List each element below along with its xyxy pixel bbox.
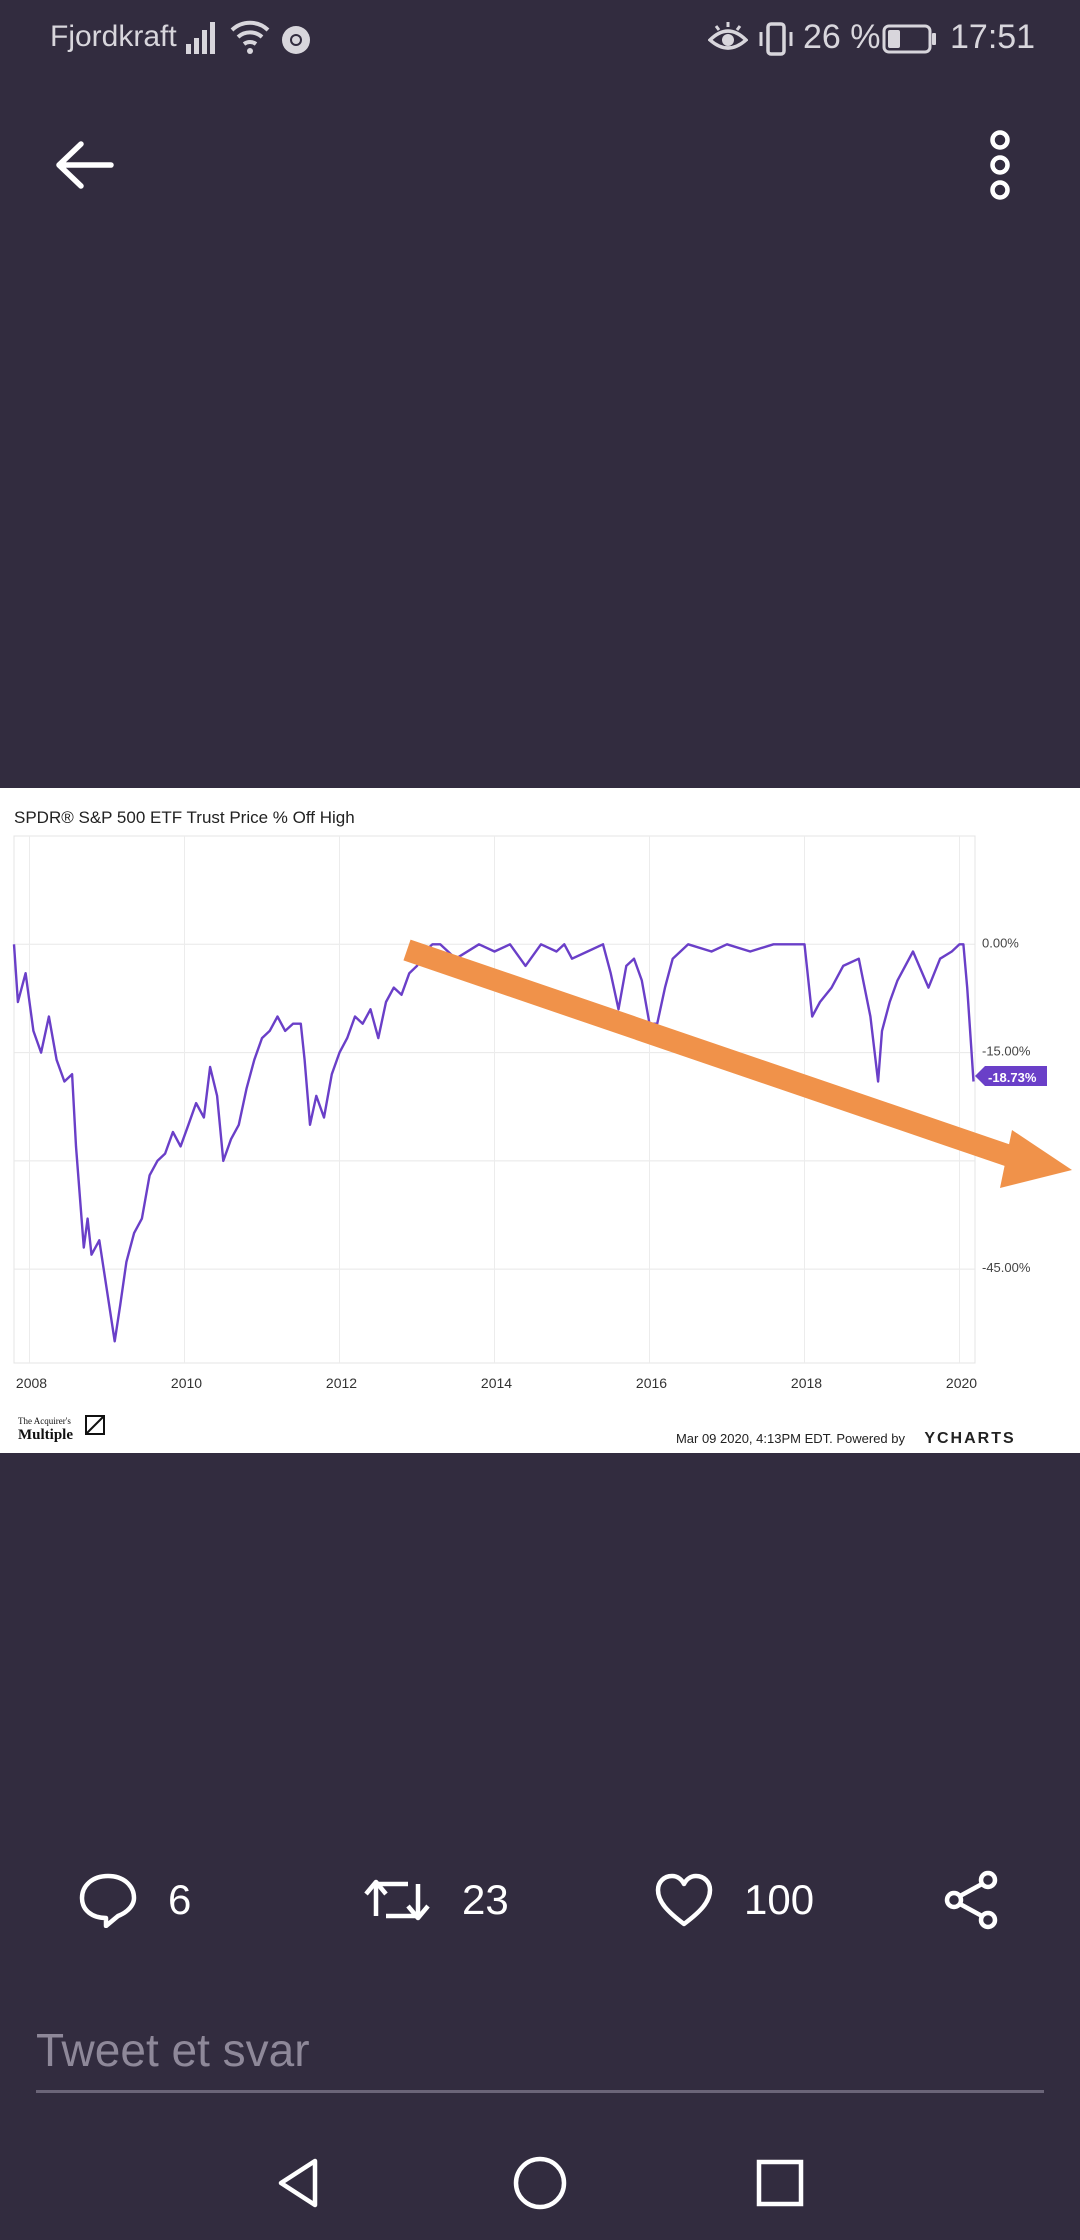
like-count: 100 bbox=[744, 1876, 815, 1923]
source-text: Mar 09 2020, 4:13PM EDT. Powered by bbox=[676, 1431, 906, 1446]
x-tick-label: 2018 bbox=[791, 1375, 822, 1391]
vibrate-icon bbox=[759, 22, 793, 56]
battery-icon bbox=[882, 24, 936, 54]
y-tick-label: -45.00% bbox=[982, 1260, 1031, 1275]
back-button[interactable] bbox=[40, 120, 130, 210]
nav-recents-button[interactable] bbox=[735, 2138, 825, 2228]
chrome-icon bbox=[282, 26, 310, 54]
y-tick-label: 0.00% bbox=[982, 935, 1019, 950]
retweet-action[interactable]: 23 bbox=[362, 1860, 509, 1940]
retweet-count: 23 bbox=[462, 1876, 509, 1923]
status-bar: Fjordkraft 26 % 17:51 bbox=[0, 0, 1080, 80]
reply-count: 6 bbox=[168, 1876, 192, 1923]
reply-bubble-icon bbox=[79, 1873, 137, 1928]
brand-logo-mark bbox=[85, 1415, 105, 1435]
like-action[interactable]: 100 bbox=[654, 1860, 814, 1940]
reply-input[interactable] bbox=[36, 2010, 1044, 2093]
triangle-back-icon bbox=[278, 2158, 318, 2208]
x-tick-label: 2008 bbox=[16, 1375, 47, 1391]
current-value-badge: -18.73% bbox=[975, 1066, 1047, 1086]
y-axis: 0.00% -15.00% -45.00% bbox=[982, 935, 1031, 1275]
trend-arrow-annotation bbox=[403, 939, 1072, 1188]
retweet-icon bbox=[364, 1879, 430, 1921]
chart-grid bbox=[13, 835, 976, 1364]
chart-title: SPDR® S&P 500 ETF Trust Price % Off High bbox=[14, 808, 355, 827]
system-nav-bar bbox=[0, 2120, 1080, 2240]
clock: 17:51 bbox=[950, 18, 1036, 56]
circle-home-icon bbox=[513, 2156, 567, 2210]
tweet-actions: 6 23 100 bbox=[0, 1860, 1080, 1940]
chart: SPDR® S&P 500 ETF Trust Price % Off High… bbox=[12, 808, 1072, 1447]
reply-action[interactable]: 6 bbox=[78, 1860, 191, 1940]
heart-icon bbox=[655, 1873, 713, 1927]
nav-home-button[interactable] bbox=[495, 2138, 585, 2228]
tweet-image-chart[interactable]: SPDR® S&P 500 ETF Trust Price % Off High… bbox=[0, 788, 1080, 1453]
signal-icon bbox=[186, 22, 215, 54]
current-value-label: -18.73% bbox=[988, 1070, 1037, 1085]
x-tick-label: 2012 bbox=[326, 1375, 357, 1391]
more-options-button[interactable] bbox=[960, 120, 1040, 210]
brand-line-1: The Acquirer's bbox=[18, 1416, 71, 1426]
y-tick-label: -15.00% bbox=[982, 1044, 1031, 1059]
battery-percent: 26 % bbox=[803, 18, 881, 56]
share-icon bbox=[944, 1870, 998, 1930]
series-line bbox=[12, 943, 975, 1343]
x-tick-label: 2016 bbox=[636, 1375, 667, 1391]
more-vertical-icon bbox=[990, 130, 1010, 200]
x-tick-label: 2020 bbox=[946, 1375, 977, 1391]
chart-footer: The Acquirer's Multiple Mar 09 2020, 4:1… bbox=[18, 1415, 1015, 1447]
wifi-icon bbox=[230, 20, 270, 54]
share-action[interactable] bbox=[942, 1860, 1002, 1940]
ycharts-logo: YCHARTS bbox=[924, 1430, 1015, 1447]
eye-comfort-icon bbox=[708, 22, 748, 50]
arrow-left-icon bbox=[56, 141, 114, 189]
carrier-name: Fjordkraft bbox=[50, 20, 177, 53]
x-tick-label: 2010 bbox=[171, 1375, 202, 1391]
x-tick-label: 2014 bbox=[481, 1375, 512, 1391]
brand-line-2: Multiple bbox=[18, 1427, 73, 1443]
x-axis: 2008 2010 2012 2014 2016 2018 2020 bbox=[16, 1375, 977, 1391]
square-recents-icon bbox=[756, 2159, 804, 2207]
nav-back-button[interactable] bbox=[254, 2138, 344, 2228]
